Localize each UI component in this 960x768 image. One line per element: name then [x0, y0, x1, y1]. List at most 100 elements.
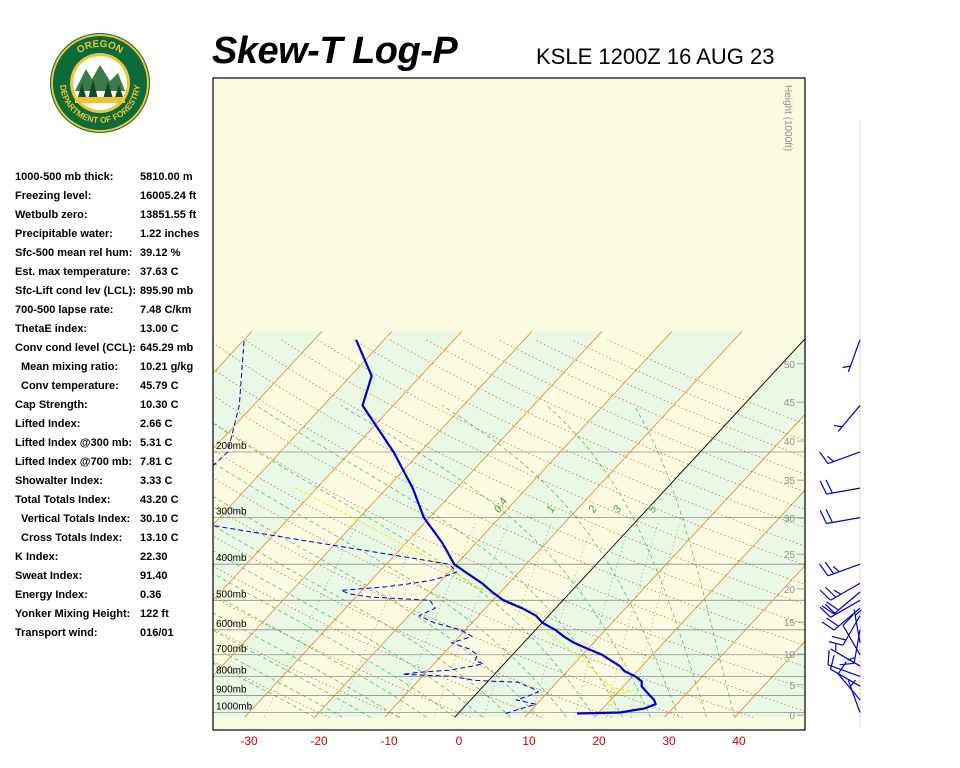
isobar-label: 200mb [216, 441, 247, 452]
wind-barb-feather [819, 451, 829, 464]
stat-value: 10.21 g/kg [140, 361, 194, 373]
moist-adiabat-line [213, 629, 371, 718]
wind-barb [819, 561, 861, 577]
wind-barb [842, 614, 861, 656]
stat-label: Vertical Totals Index: [21, 513, 131, 525]
stat-value: 5810.00 m [140, 171, 193, 183]
temperature-band [0, 332, 182, 718]
stat-label: Lifted Index @300 mb: [15, 437, 133, 449]
stat-row: Conv cond level (CCL): 645.29 mb [15, 339, 215, 358]
height-tick-label: 10 [784, 650, 796, 661]
stat-label: 700-500 lapse rate: [15, 304, 114, 316]
stat-label: Showalter Index: [15, 475, 104, 487]
wind-barb [839, 629, 861, 666]
chart-title: Skew-T Log-P [212, 30, 458, 72]
wind-barb-feather [842, 365, 851, 369]
isobar-label: 800mb [216, 665, 247, 676]
stat-value: 5.31 C [140, 437, 173, 449]
temperature-profile-line [355, 339, 657, 715]
wind-barb-staff [830, 582, 861, 601]
stat-row: Total Totals Index: 43.20 C [15, 491, 215, 510]
height-tick-label: 35 [784, 476, 796, 487]
wind-barb-feather [819, 606, 831, 618]
wind-barb [833, 405, 861, 432]
stat-row: Vertical Totals Index: 30.10 C [15, 510, 215, 529]
stat-label: Cap Strength: [15, 399, 88, 411]
wind-barb-feather [837, 661, 847, 675]
zero-isotherm-line [454, 338, 805, 718]
isotherm-line [0, 332, 112, 718]
height-tick-label: 15 [784, 618, 796, 629]
stat-row: Energy Index: 0.36 [15, 586, 215, 605]
stat-row: Cap Strength: 10.30 C [15, 396, 215, 415]
wind-barb [842, 339, 861, 372]
wind-barb [819, 479, 861, 495]
wind-barb-feather [826, 617, 839, 627]
moist-adiabat-line [213, 462, 567, 718]
stat-label: Transport wind: [15, 627, 98, 639]
stat-row: Mean mixing ratio: 10.21 g/kg [15, 358, 215, 377]
stat-row: Transport wind: 016/01 [15, 624, 215, 643]
wind-barb-feather [819, 480, 828, 495]
stat-label: Total Totals Index: [15, 494, 111, 506]
temperature-band [0, 332, 112, 718]
stat-value: 13851.55 ft [140, 209, 197, 221]
dry-adiabat-line [213, 342, 805, 625]
stat-row: 1000-500 mb thick: 5810.00 m [15, 168, 215, 187]
wind-barb [819, 599, 861, 618]
stat-label: Conv cond level (CCL): [15, 342, 137, 354]
moist-adiabat-line [340, 405, 651, 718]
moist-adiabat-line [213, 550, 483, 718]
wind-barb-feather [824, 586, 837, 598]
isobar-label: 700mb [216, 644, 247, 655]
stat-label: Est. max temperature: [15, 266, 131, 278]
isotherm-line [213, 331, 463, 601]
temperature-band [213, 331, 602, 718]
isotherm-line [314, 331, 673, 718]
isotherm-line [0, 332, 182, 718]
stat-value: 16005.24 ft [140, 190, 197, 202]
stat-label: Energy Index: [15, 589, 88, 601]
moist-adiabat-line [213, 422, 595, 718]
wind-barb-feather [827, 455, 835, 463]
wind-barb-feather [839, 662, 855, 666]
mixing-ratio-label: 1 [544, 504, 557, 516]
stat-value: 43.20 C [140, 494, 179, 506]
x-tick-label: 20 [592, 734, 606, 748]
stability-indices-panel: 1000-500 mb thick: 5810.00 m Freezing leve… [15, 168, 215, 643]
x-tick-label: 10 [522, 734, 536, 748]
isobar-label: 500mb [216, 589, 247, 600]
x-tick-label: 40 [732, 734, 746, 748]
wind-barb-feather [833, 589, 842, 595]
station-time-label: KSLE 1200Z 16 AUG 23 [536, 44, 775, 69]
stat-value: 7.81 C [140, 456, 173, 468]
stat-label: K Index: [15, 551, 59, 563]
isotherm-line [213, 331, 533, 677]
wind-barb-feather [833, 424, 843, 428]
stat-row: Lifted Index @700 mb: 7.81 C [15, 453, 215, 472]
height-tick-label: 0 [789, 711, 795, 722]
stat-value: 30.10 C [140, 513, 179, 525]
wind-barb-feather [847, 656, 856, 661]
wind-barb-staff [837, 405, 861, 432]
isotherm-line [0, 332, 42, 718]
stat-value: 45.79 C [140, 380, 179, 392]
height-tick-label: 40 [784, 437, 796, 448]
stat-row: Cross Totals Index: 13.10 C [15, 529, 215, 548]
dry-adiabat-line [213, 421, 805, 689]
stat-value: 7.48 C/km [140, 304, 192, 316]
stat-value: 895.90 mb [140, 285, 194, 297]
wind-barb-feather [819, 563, 829, 577]
height-axis-label: Height (1000ft) [782, 85, 793, 151]
isotherm-line [384, 331, 743, 718]
mixing-ratio-line [531, 522, 594, 718]
dry-adiabat-line [389, 339, 805, 528]
mixing-ratio-line [630, 522, 681, 718]
moist-adiabat-line [213, 573, 455, 718]
stat-row: ThetaE index: 13.00 C [15, 320, 215, 339]
stat-row: Est. max temperature: 37.63 C [15, 263, 215, 282]
stat-row: Sfc-500 mean rel hum: 39.12 % [15, 244, 215, 263]
wind-barb-staff [830, 668, 861, 687]
stat-label: Cross Totals Index: [21, 532, 123, 544]
